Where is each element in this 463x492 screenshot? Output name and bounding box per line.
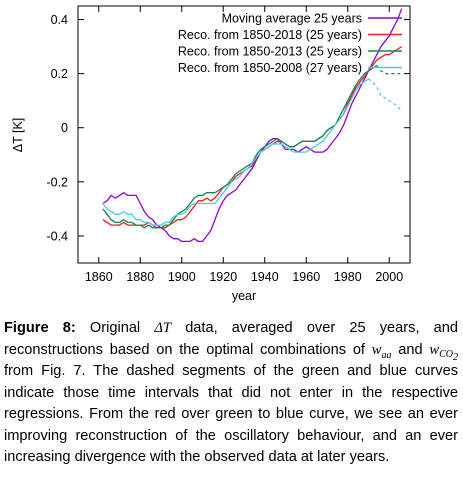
legend-label: Reco. from 1850-2013 (25 years) <box>178 45 362 59</box>
x-tick-label: 2000 <box>375 270 403 284</box>
caption-delta-t: ΔT <box>154 320 172 336</box>
legend: Moving average 25 years Reco. from 1850-2… <box>178 12 402 75</box>
series-line-5 <box>368 78 403 112</box>
y-tick-label: 0.2 <box>51 67 68 81</box>
caption-text-3: and <box>391 341 430 358</box>
x-tick-label: 1940 <box>251 270 279 284</box>
x-axis-label: year <box>232 289 256 303</box>
legend-label: Moving average 25 years <box>222 12 362 26</box>
axis-ticks: 1860 1880 1900 1920 1940 1960 1980 2000 0.4 0.2 0 -… <box>46 6 410 284</box>
x-tick-label: 1960 <box>292 270 320 284</box>
temperature-chart: 1860 1880 1900 1920 1940 1960 1980 2000 0.4 0.2 0 -… <box>11 5 411 303</box>
legend-label: Reco. from 1850-2018 (25 years) <box>178 28 362 42</box>
y-tick-label: -0.2 <box>46 175 68 189</box>
y-tick-label: 0.4 <box>51 13 68 27</box>
x-tick-label: 1860 <box>85 270 113 284</box>
x-tick-label: 1880 <box>126 270 154 284</box>
x-tick-label: 1920 <box>209 270 237 284</box>
caption-text-4: from Fig. 7. The dashed segments of the … <box>4 363 458 465</box>
y-axis-label: ΔT [K] <box>11 118 25 153</box>
series-line-3 <box>376 65 402 75</box>
plot-frame <box>77 5 411 264</box>
series-line-0 <box>102 8 403 243</box>
x-tick-label: 1900 <box>168 270 196 284</box>
caption-text-1: Original <box>75 320 155 336</box>
caption-figure-label: Figure 8: <box>4 320 76 336</box>
series-line-2 <box>102 64 378 229</box>
figure-caption: Figure 8: Original ΔT data, averaged ove… <box>4 318 458 469</box>
y-tick-label: -0.4 <box>46 229 68 243</box>
y-tick-label: 0 <box>61 121 68 135</box>
x-tick-label: 1980 <box>334 270 362 284</box>
caption-text-2: data, averaged over 25 years, and recons… <box>4 320 458 358</box>
caption-w-co2: wCO2 <box>429 341 458 364</box>
series-line-4 <box>102 78 369 226</box>
legend-label: Reco. from 1850-2008 (27 years) <box>178 61 362 75</box>
series-lines <box>102 8 403 243</box>
caption-w-aa: waa <box>371 341 392 361</box>
